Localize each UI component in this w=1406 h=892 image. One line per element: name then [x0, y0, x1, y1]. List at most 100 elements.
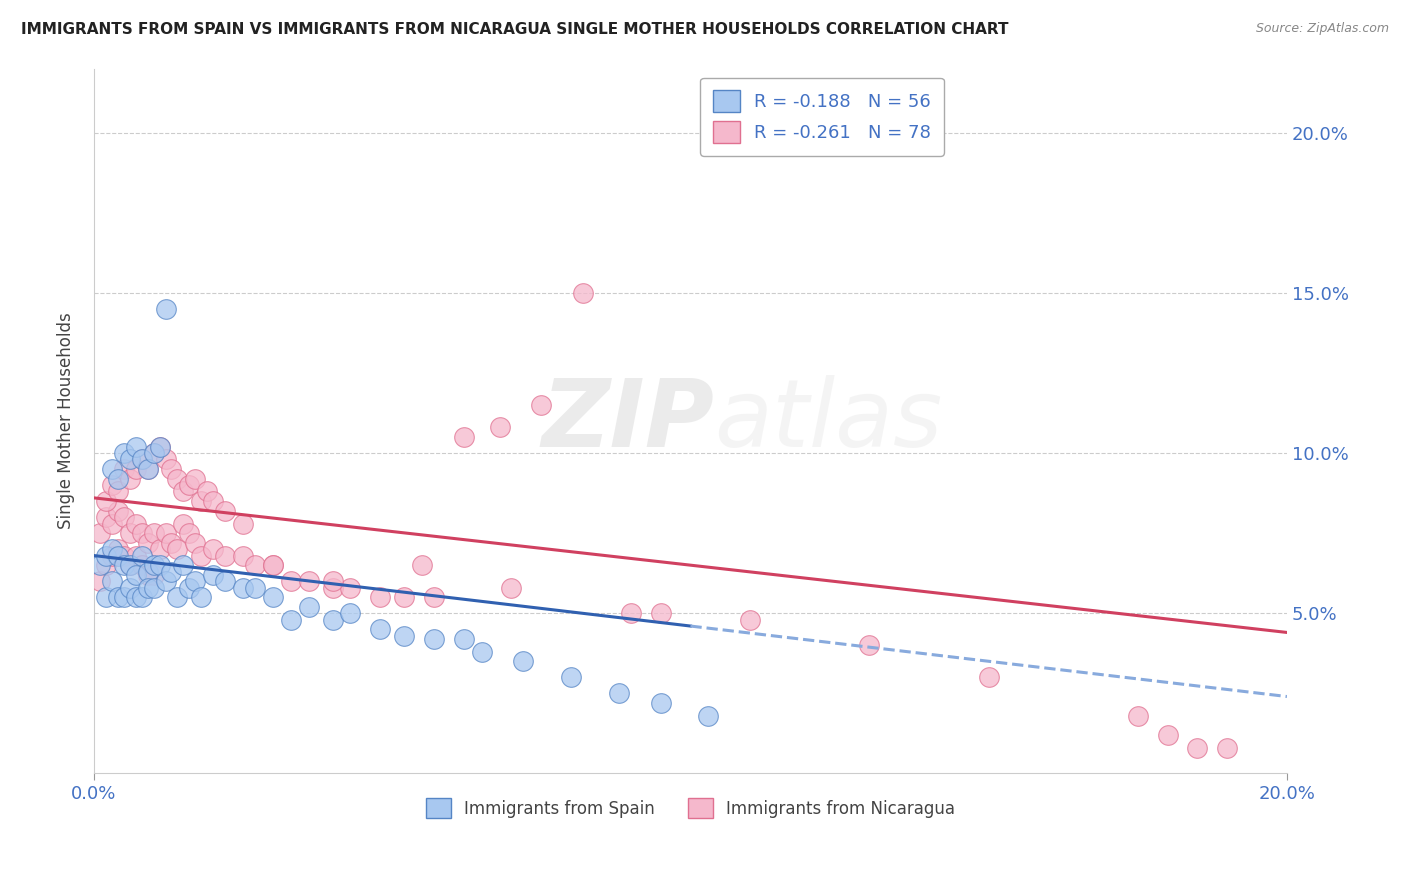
- Point: [190, 494, 212, 508]
- Point: [155, 574, 177, 589]
- Point: [262, 558, 284, 573]
- Point: [190, 591, 212, 605]
- Point: [118, 452, 141, 467]
- Point: [107, 504, 129, 518]
- Point: [368, 622, 391, 636]
- Point: [392, 591, 415, 605]
- Point: [501, 581, 523, 595]
- Point: [112, 558, 135, 573]
- Point: [322, 613, 344, 627]
- Point: [101, 462, 124, 476]
- Point: [166, 591, 188, 605]
- Point: [160, 565, 183, 579]
- Point: [214, 504, 236, 518]
- Point: [620, 606, 643, 620]
- Point: [142, 581, 165, 595]
- Point: [94, 591, 117, 605]
- Point: [125, 591, 148, 605]
- Point: [214, 549, 236, 563]
- Legend: Immigrants from Spain, Immigrants from Nicaragua: Immigrants from Spain, Immigrants from N…: [419, 791, 962, 825]
- Point: [101, 549, 124, 563]
- Point: [322, 581, 344, 595]
- Point: [280, 574, 302, 589]
- Point: [368, 591, 391, 605]
- Point: [112, 549, 135, 563]
- Point: [89, 558, 111, 573]
- Point: [1126, 708, 1149, 723]
- Point: [136, 581, 159, 595]
- Point: [136, 535, 159, 549]
- Point: [512, 654, 534, 668]
- Point: [172, 516, 194, 531]
- Point: [101, 542, 124, 557]
- Point: [650, 606, 672, 620]
- Point: [94, 558, 117, 573]
- Point: [94, 510, 117, 524]
- Point: [214, 574, 236, 589]
- Point: [148, 440, 170, 454]
- Point: [136, 462, 159, 476]
- Point: [179, 526, 201, 541]
- Point: [107, 484, 129, 499]
- Point: [322, 574, 344, 589]
- Point: [136, 462, 159, 476]
- Point: [118, 581, 141, 595]
- Text: IMMIGRANTS FROM SPAIN VS IMMIGRANTS FROM NICARAGUA SINGLE MOTHER HOUSEHOLDS CORR: IMMIGRANTS FROM SPAIN VS IMMIGRANTS FROM…: [21, 22, 1008, 37]
- Point: [232, 516, 254, 531]
- Point: [101, 574, 124, 589]
- Point: [131, 452, 153, 467]
- Point: [190, 549, 212, 563]
- Point: [232, 549, 254, 563]
- Point: [243, 558, 266, 573]
- Point: [858, 638, 880, 652]
- Point: [136, 565, 159, 579]
- Point: [560, 670, 582, 684]
- Point: [118, 472, 141, 486]
- Point: [172, 484, 194, 499]
- Point: [142, 526, 165, 541]
- Point: [142, 446, 165, 460]
- Point: [112, 462, 135, 476]
- Point: [202, 542, 225, 557]
- Point: [572, 285, 595, 300]
- Point: [107, 542, 129, 557]
- Text: ZIP: ZIP: [541, 375, 714, 467]
- Point: [243, 581, 266, 595]
- Point: [136, 567, 159, 582]
- Point: [166, 472, 188, 486]
- Point: [339, 581, 361, 595]
- Point: [125, 516, 148, 531]
- Point: [155, 526, 177, 541]
- Point: [423, 632, 446, 646]
- Point: [125, 440, 148, 454]
- Point: [298, 599, 321, 614]
- Point: [202, 494, 225, 508]
- Point: [977, 670, 1000, 684]
- Text: atlas: atlas: [714, 376, 942, 467]
- Point: [107, 591, 129, 605]
- Point: [118, 558, 141, 573]
- Point: [607, 686, 630, 700]
- Point: [131, 452, 153, 467]
- Point: [339, 606, 361, 620]
- Point: [262, 591, 284, 605]
- Point: [131, 526, 153, 541]
- Point: [453, 430, 475, 444]
- Point: [118, 558, 141, 573]
- Point: [101, 478, 124, 492]
- Point: [142, 558, 165, 573]
- Point: [142, 567, 165, 582]
- Point: [101, 516, 124, 531]
- Point: [1187, 740, 1209, 755]
- Point: [125, 567, 148, 582]
- Point: [423, 591, 446, 605]
- Point: [298, 574, 321, 589]
- Point: [650, 696, 672, 710]
- Point: [184, 574, 207, 589]
- Point: [160, 462, 183, 476]
- Point: [112, 510, 135, 524]
- Text: Source: ZipAtlas.com: Source: ZipAtlas.com: [1256, 22, 1389, 36]
- Point: [89, 574, 111, 589]
- Point: [112, 591, 135, 605]
- Point: [488, 420, 510, 434]
